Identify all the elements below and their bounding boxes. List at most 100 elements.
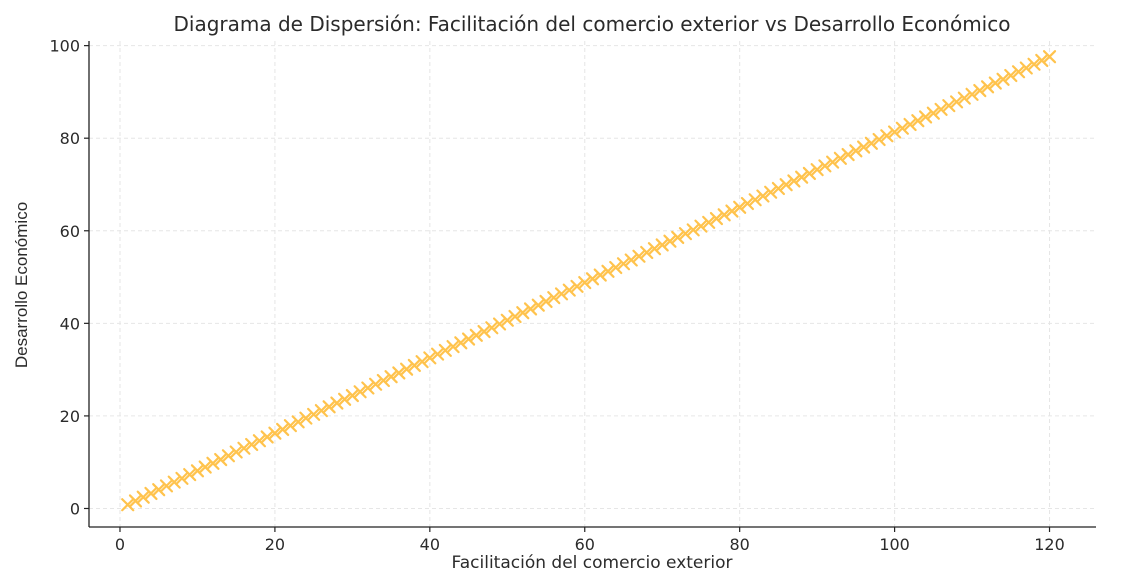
data-point <box>702 215 716 229</box>
data-point <box>733 200 747 214</box>
data-point <box>965 87 979 101</box>
data-point <box>1035 53 1049 68</box>
data-point <box>299 411 313 425</box>
data-point <box>221 449 236 463</box>
data-point <box>291 415 305 429</box>
data-point <box>144 486 158 501</box>
data-point <box>616 257 631 271</box>
data-point <box>764 185 778 199</box>
data-point <box>330 396 344 410</box>
y-axis-ticks: 0 20 40 60 80 100 <box>49 37 89 518</box>
data-point <box>121 498 135 512</box>
data-point <box>593 268 607 282</box>
data-point <box>430 347 445 361</box>
data-point <box>415 355 429 369</box>
data-point <box>376 373 390 388</box>
data-point <box>857 140 871 154</box>
data-point <box>454 336 468 350</box>
data-point <box>392 366 406 380</box>
data-point <box>485 321 499 335</box>
y-tick-label: 60 <box>60 222 80 241</box>
data-point <box>1011 65 1026 79</box>
data-point <box>609 260 623 275</box>
data-point <box>810 163 824 177</box>
data-point <box>570 279 584 293</box>
data-point <box>1042 50 1057 64</box>
data-point <box>849 144 863 158</box>
data-point <box>663 234 677 248</box>
data-point <box>934 102 948 117</box>
data-point <box>369 377 383 391</box>
x-tick-label: 120 <box>1034 535 1065 554</box>
data-point <box>911 114 925 128</box>
data-point <box>678 227 693 241</box>
data-point <box>353 385 367 399</box>
data-point <box>748 193 762 207</box>
data-point <box>128 494 143 508</box>
data-point <box>973 83 987 98</box>
data-point <box>578 275 592 290</box>
data-point <box>624 253 638 267</box>
data-point <box>338 392 352 406</box>
data-point <box>531 298 545 312</box>
data-point <box>756 189 770 203</box>
data-point <box>516 306 530 320</box>
data-point <box>167 475 181 489</box>
data-point <box>252 434 267 448</box>
x-tick-label: 60 <box>575 535 595 554</box>
data-point <box>283 419 297 433</box>
data-point <box>268 426 282 440</box>
x-tick-label: 80 <box>729 535 749 554</box>
data-point <box>647 242 662 256</box>
data-point <box>562 283 576 297</box>
data-point <box>996 72 1010 86</box>
data-point <box>771 181 786 196</box>
data-point <box>926 106 940 120</box>
data-point <box>818 159 832 173</box>
data-point <box>694 219 708 233</box>
x-tick-label: 100 <box>879 535 910 554</box>
x-axis-ticks: 0 20 40 60 80 100 120 <box>115 527 1065 554</box>
data-point <box>152 483 166 497</box>
data-point <box>942 99 956 113</box>
x-axis-label: Facilitación del comercio exterior <box>452 553 733 572</box>
data-point <box>1004 68 1018 83</box>
data-point <box>779 178 793 192</box>
data-point <box>492 317 507 331</box>
data-point <box>477 324 491 339</box>
data-point <box>399 362 414 376</box>
data-point <box>438 343 452 357</box>
data-point <box>686 223 700 237</box>
y-tick-label: 0 <box>70 499 80 518</box>
data-point <box>725 204 739 218</box>
data-point <box>190 464 205 478</box>
data-point <box>384 370 398 384</box>
data-point <box>787 174 801 188</box>
data-point <box>988 76 1002 90</box>
chart-title: Diagrama de Dispersión: Facilitación del… <box>174 12 1011 36</box>
data-point <box>632 249 646 263</box>
data-point <box>802 166 816 181</box>
data-point <box>717 208 731 222</box>
data-point <box>957 91 971 105</box>
data-point <box>469 328 483 342</box>
data-point <box>345 388 359 403</box>
data-point <box>554 287 569 301</box>
data-point <box>206 456 220 470</box>
data-point <box>1027 57 1041 71</box>
data-point <box>245 437 259 452</box>
data-point <box>539 294 553 309</box>
data-point <box>640 245 654 260</box>
x-tick-label: 20 <box>265 535 285 554</box>
data-point <box>903 117 917 132</box>
data-point <box>523 302 538 316</box>
data-point <box>361 381 375 395</box>
data-point <box>322 400 336 414</box>
data-point <box>601 264 615 278</box>
data-point <box>709 211 724 226</box>
data-point <box>833 151 847 165</box>
data-point <box>260 430 274 444</box>
data-point <box>237 441 251 455</box>
data-point <box>423 351 437 365</box>
data-point <box>407 358 421 373</box>
